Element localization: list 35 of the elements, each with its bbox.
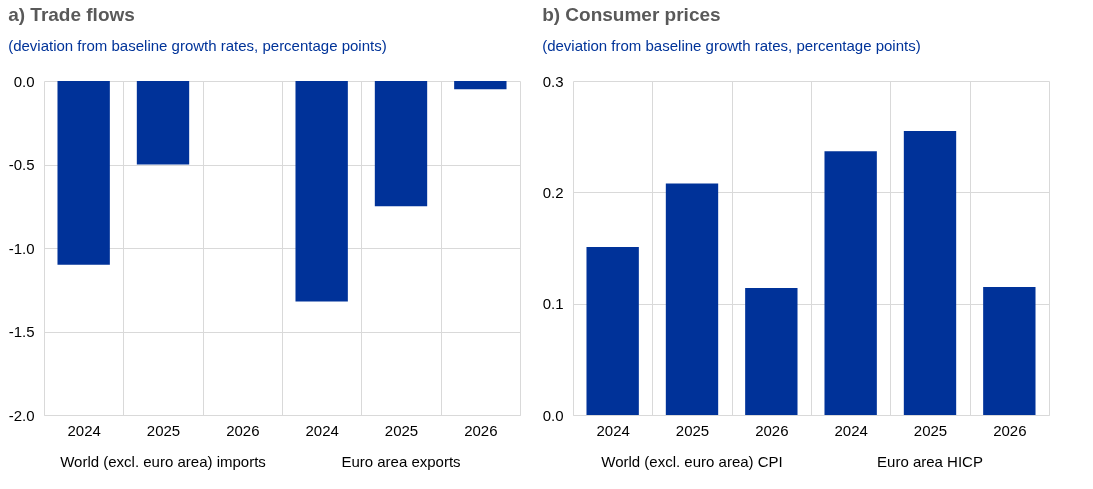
y-tick-label: 0.0 [542, 406, 564, 424]
x-tick-label: 2024 [67, 421, 101, 439]
x-tick-label: 2024 [596, 421, 630, 439]
x-tick-label: 2025 [913, 421, 948, 439]
bar [983, 286, 1036, 415]
x-tick-label: 2024 [305, 421, 339, 439]
x-tick-label: 2026 [755, 421, 789, 439]
x-tick-label: 2025 [675, 421, 710, 439]
x-tick-label: 2026 [464, 421, 498, 439]
text: World (excl. euro area) CPI [601, 453, 783, 470]
text: World (excl. euro area) imports [60, 453, 266, 470]
x-tick-label: 2026 [993, 421, 1027, 439]
bar [665, 183, 719, 415]
y-tick-label: -1.0 [8, 239, 35, 257]
y-tick-label: -1.5 [8, 323, 35, 340]
x-tick-label: 2024 [834, 421, 868, 439]
bar [824, 151, 877, 415]
y-tick-label: 0.1 [542, 295, 564, 313]
y-tick-label: 0.2 [542, 183, 564, 201]
text: Euro area exports [341, 453, 461, 470]
bar [745, 288, 798, 415]
chart-title: a) Trade flows [8, 4, 135, 25]
chart-title: b) Consumer prices [542, 4, 721, 25]
y-tick-label: 0.0 [13, 72, 35, 90]
y-tick-label: 0.3 [542, 72, 564, 90]
chart-subtitle: (deviation from baseline growth rates, percentage points) [542, 37, 921, 54]
x-tick-label: 2026 [226, 421, 260, 439]
y-tick-label: -2.0 [8, 406, 35, 424]
text: Euro area HICP [877, 453, 983, 470]
x-tick-label: 2025 [384, 421, 419, 439]
bar [903, 131, 957, 415]
x-tick-label: 2025 [146, 421, 181, 439]
chart-subtitle: (deviation from baseline growth rates, percentage points) [8, 37, 387, 54]
bar [586, 246, 639, 415]
y-tick-label: -0.5 [8, 156, 35, 173]
